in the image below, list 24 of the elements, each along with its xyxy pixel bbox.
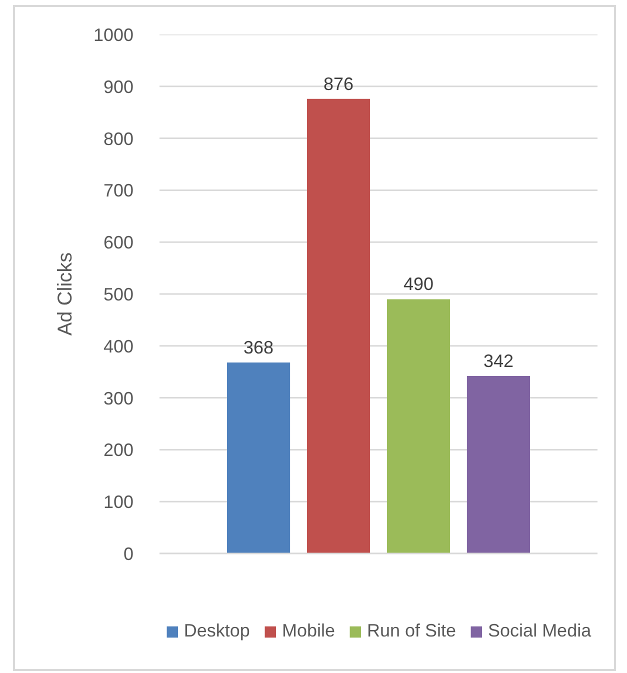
legend-label: Desktop: [184, 620, 250, 642]
y-tick-label: 600: [103, 232, 134, 253]
y-tick-label: 300: [103, 388, 134, 408]
y-tick-label: 900: [103, 76, 134, 97]
y-tick-label: 1000: [93, 25, 134, 45]
data-label: 876: [323, 74, 354, 94]
data-label: 368: [244, 338, 274, 358]
legend-label: Mobile: [282, 620, 335, 642]
y-tick-label: 400: [103, 336, 134, 356]
legend-label: Run of Site: [366, 620, 456, 642]
y-tick-label: 500: [103, 284, 134, 304]
bar: [466, 376, 530, 554]
y-axis-title: Ad Clicks: [54, 252, 76, 336]
bar: [306, 98, 370, 554]
y-tick-label: 800: [103, 128, 134, 149]
y-tick-label: 100: [103, 492, 134, 512]
y-tick-label: 0: [123, 544, 134, 564]
y-tick-label: 200: [103, 440, 134, 460]
legend-label: Social Media: [488, 620, 592, 642]
y-tick-label: 700: [103, 180, 134, 201]
bar: [386, 299, 450, 554]
data-label: 342: [483, 351, 514, 371]
data-label: 490: [403, 274, 434, 294]
bar: [226, 362, 290, 554]
